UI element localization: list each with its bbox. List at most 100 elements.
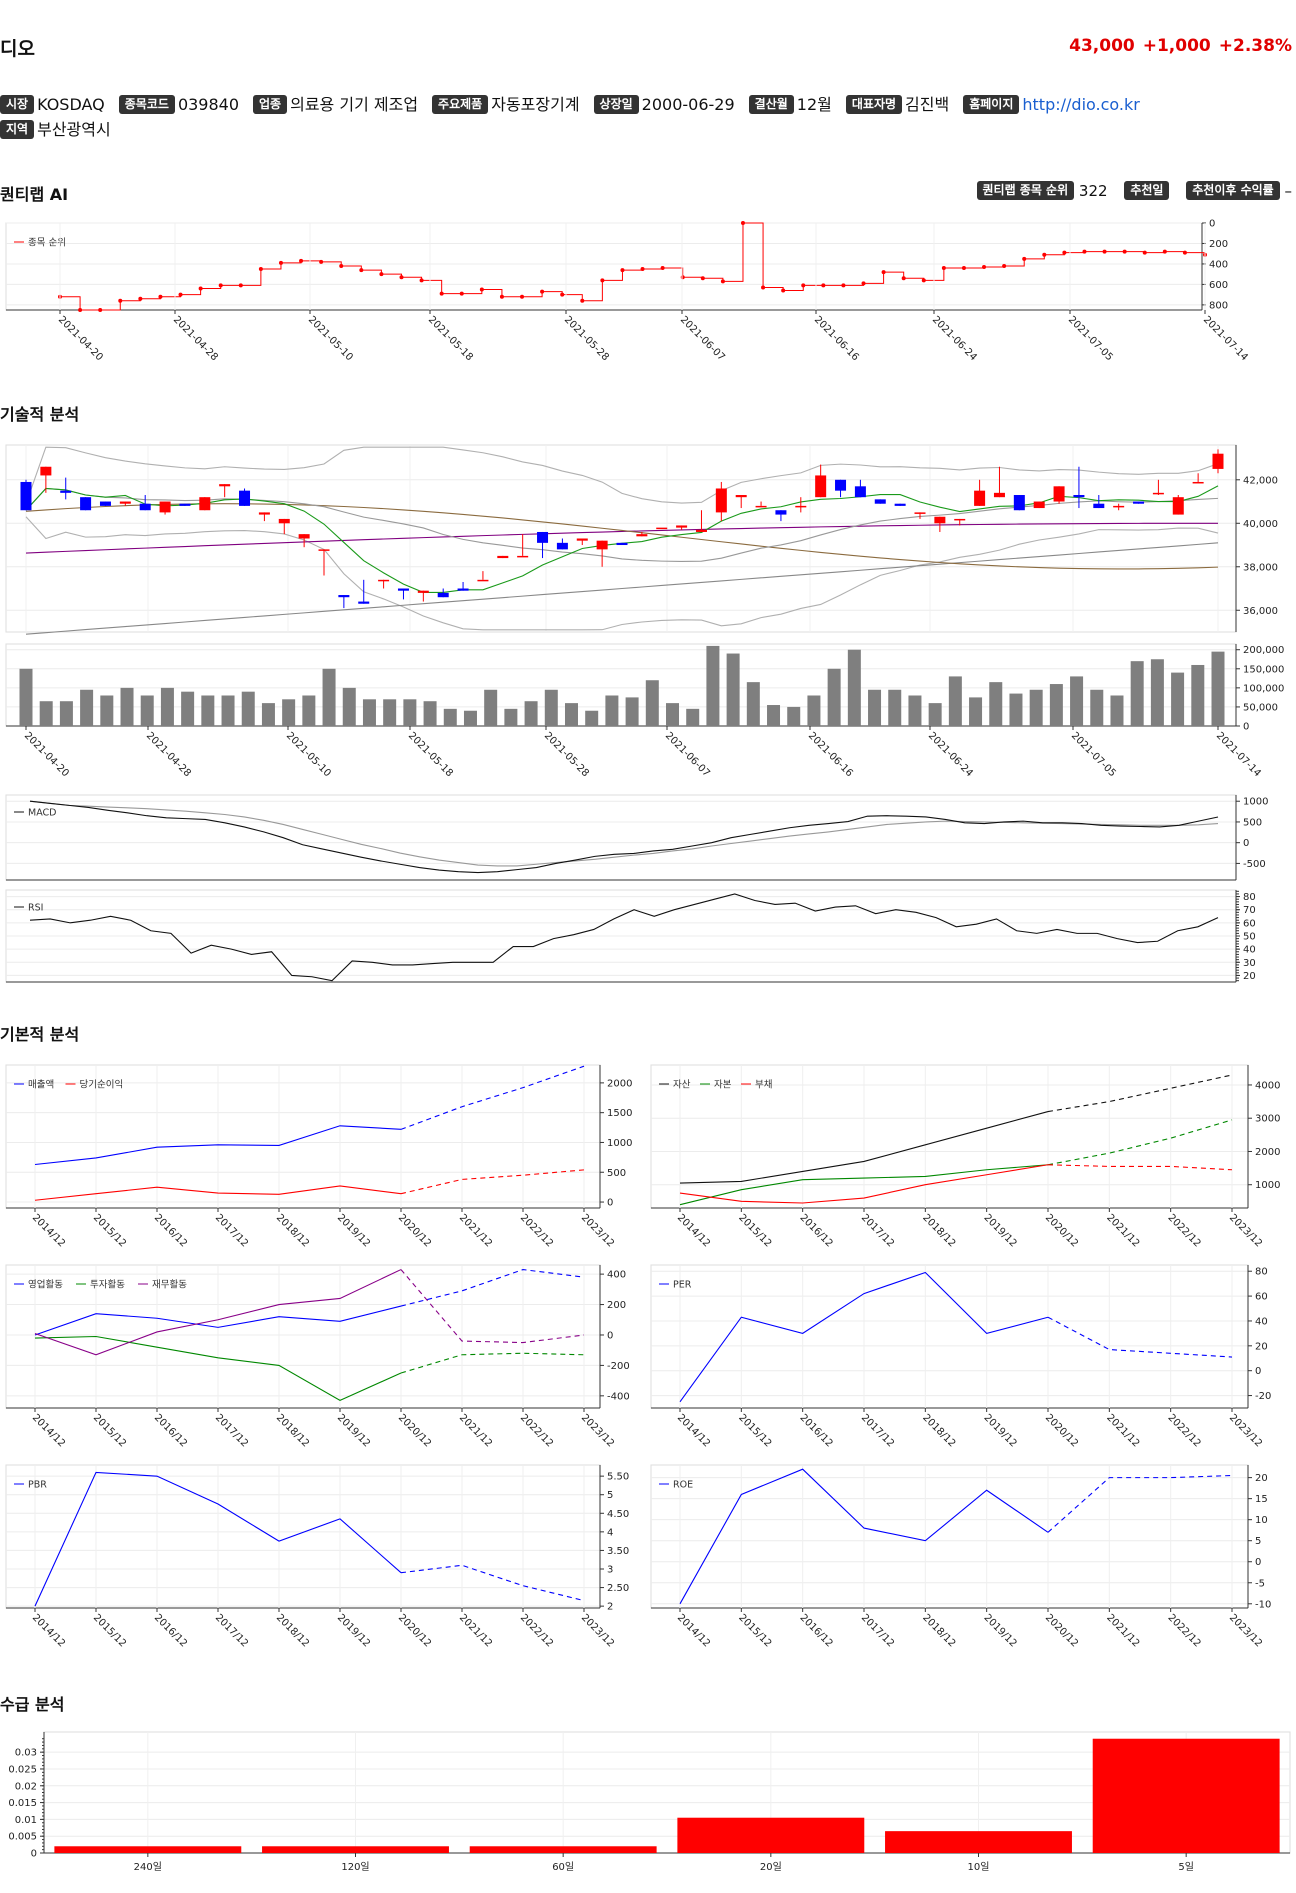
candle-body — [1073, 495, 1085, 498]
x-tick-label: 2016/12 — [798, 1212, 835, 1249]
rank-point — [158, 294, 163, 299]
x-tick-label: 2015/12 — [736, 1212, 773, 1249]
x-tick-label: 240일 — [134, 1861, 162, 1873]
rank-point — [1002, 263, 1007, 268]
rsi-chart: 20 30 40 50 60 70 80 RSI — [5, 889, 1256, 983]
volume-bar — [302, 695, 316, 726]
volume-bar — [201, 695, 215, 726]
legend: 영업활동 투자활동 재무활동 — [14, 1279, 187, 1291]
rank-point — [580, 298, 585, 303]
candle-body — [517, 555, 529, 558]
volume-bar — [989, 682, 1003, 726]
info-value-2: 의료용 기기 제조업 — [290, 95, 419, 114]
series-line-actual — [679, 1164, 1049, 1204]
legend: ROE — [659, 1480, 693, 1491]
volume-bar — [585, 710, 599, 726]
y-tick-label: 0 — [1243, 722, 1249, 733]
candle-body — [139, 503, 151, 511]
rank-point — [319, 259, 324, 264]
candle-body — [576, 538, 588, 541]
y-tick-label: 1000 — [1243, 797, 1268, 808]
rank-point — [761, 285, 766, 290]
per-chart: -20 0 20 40 60 80 PER 2014/12 2015/12 2016/12 2017… — [650, 1264, 1271, 1449]
series-line-actual — [679, 1111, 1049, 1184]
ma120-line — [25, 522, 1218, 554]
volume-bar — [1110, 695, 1124, 726]
candle-body — [278, 518, 290, 524]
legend-entry: ROE — [673, 1480, 693, 1491]
rank-point — [299, 258, 304, 263]
y-tick-label: 0 — [607, 1198, 613, 1209]
volume-bar — [564, 703, 578, 726]
plot-area — [5, 1064, 601, 1209]
volume-bar — [282, 699, 296, 726]
candle-body — [378, 579, 390, 582]
rank-point — [1162, 249, 1167, 254]
y-tick-label: 20 — [1255, 1473, 1268, 1484]
x-tick-label: 2017/12 — [859, 1412, 896, 1449]
candle-body — [735, 495, 747, 498]
y-tick-label: 5 — [607, 1490, 613, 1501]
volume-bar — [19, 668, 33, 726]
legend: PBR — [14, 1480, 47, 1491]
x-tick-label: 2021-06-07 — [663, 730, 712, 779]
volume-bar — [342, 687, 356, 726]
y-tick-label: 42,000 — [1243, 475, 1278, 486]
x-tick-label: 2021-07-05 — [1069, 730, 1118, 779]
x-tick-label: 2019/12 — [982, 1412, 1019, 1449]
plot-area — [5, 444, 1237, 633]
info-label-5: 결산월 — [748, 95, 794, 114]
info-value-3: 자동포장기계 — [491, 95, 580, 114]
volume-bar — [1009, 693, 1023, 726]
candle-body — [795, 505, 807, 508]
x-tick-label: 5일 — [1178, 1861, 1194, 1873]
x-tick-label: 2014/12 — [675, 1412, 712, 1449]
x-tick-label: 2018/12 — [274, 1212, 311, 1249]
volume-bar — [686, 708, 700, 726]
rank-point — [1042, 252, 1047, 257]
y-tick-label: 2000 — [607, 1078, 632, 1089]
rank-point — [1062, 250, 1067, 255]
y-tick-label: 0 — [1255, 1366, 1261, 1377]
x-tick-label: 2021-07-14 — [1201, 314, 1250, 363]
x-tick-label: 2020/12 — [1043, 1412, 1080, 1449]
y-tick-label: 70 — [1243, 905, 1256, 916]
volume-bar — [1211, 651, 1225, 726]
x-tick-label: 2021/12 — [1104, 1412, 1141, 1449]
info-value-1: 039840 — [177, 95, 240, 114]
supply-bar — [677, 1817, 865, 1853]
x-tick-label: 2017/12 — [213, 1212, 250, 1249]
y-tick-label: 200,000 — [1243, 645, 1284, 656]
volume-bar — [39, 701, 53, 726]
trend-line — [25, 542, 1219, 635]
x-tick-label: 2015/12 — [91, 1612, 128, 1649]
legend-entry: RSI — [28, 903, 43, 914]
rank-point — [520, 294, 525, 299]
series-line-forecast — [1047, 1119, 1233, 1166]
candle-body — [318, 549, 330, 551]
x-tick-label: 2022/12 — [1166, 1612, 1203, 1649]
rank-point — [1182, 250, 1187, 255]
volume-bar — [140, 695, 154, 726]
rank-point — [740, 221, 745, 225]
volume-bar — [100, 695, 114, 726]
legend: 매출액 당기순이익 — [14, 1079, 123, 1091]
series-line-forecast — [400, 1352, 585, 1374]
plot-area — [650, 1064, 1249, 1209]
info-value-6: 김진백 — [905, 95, 950, 114]
homepage-link[interactable]: http://dio.co.kr — [1022, 95, 1140, 114]
y-tick-label: 1500 — [607, 1108, 632, 1119]
rank-point — [479, 287, 484, 292]
series-line-actual — [679, 1164, 1049, 1206]
balance-chart: 1000 2000 3000 4000 자산 자본 부채 2014/12 2015/12 2016… — [650, 1064, 1280, 1249]
y-tick-label: 0 — [31, 1849, 37, 1860]
rec-date-badge: 추천일 — [1124, 181, 1170, 200]
candle-body — [993, 492, 1005, 498]
rank-chart: 0 200 400 600 800 종목 순위 2021-04-20 2021-04-28 20… — [5, 219, 1250, 363]
y-tick-label: -10 — [1255, 1599, 1271, 1610]
volume-bar — [59, 701, 73, 726]
x-tick-label: 2021-06-16 — [812, 314, 861, 363]
volume-bar — [524, 701, 538, 726]
series-line-forecast — [400, 1169, 585, 1195]
candle-body — [199, 497, 211, 511]
